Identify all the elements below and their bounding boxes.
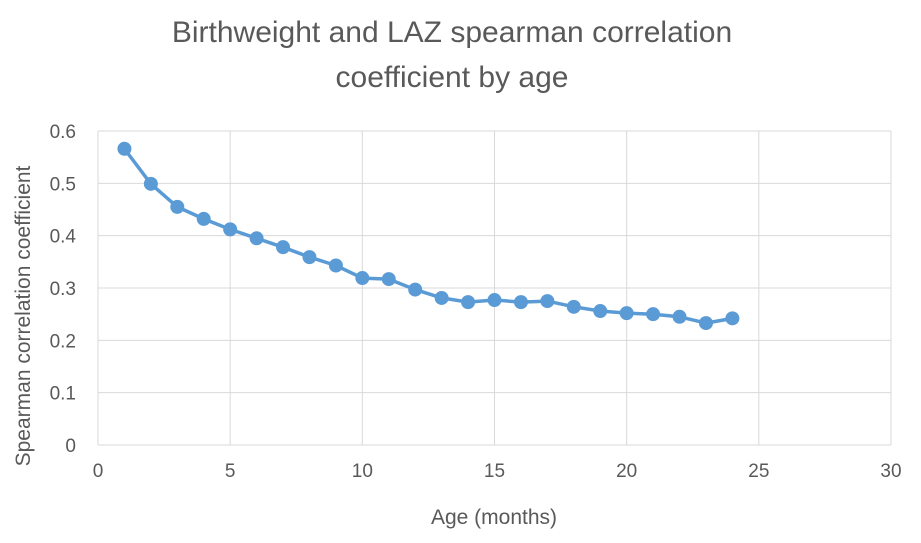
- chart-title-line-1: Birthweight and LAZ spearman correlation: [172, 16, 732, 49]
- y-tick-label: 0.3: [50, 279, 76, 300]
- x-tick-label: 25: [748, 461, 769, 482]
- data-point: [355, 271, 370, 286]
- data-point: [328, 258, 343, 273]
- x-tick-label: 30: [880, 461, 901, 482]
- data-point: [249, 231, 264, 246]
- x-tick-label: 10: [352, 461, 373, 482]
- data-point: [593, 304, 608, 319]
- x-axis-label: Age (months): [431, 506, 557, 529]
- y-axis-label: Spearman correlation coefficient: [12, 165, 35, 466]
- y-tick-label: 0.1: [50, 384, 76, 405]
- grid: [97, 130, 892, 446]
- data-point: [698, 316, 713, 331]
- data-point: [619, 306, 634, 321]
- x-tick-label: 15: [484, 461, 505, 482]
- data-point: [381, 272, 396, 287]
- data-point: [117, 141, 132, 156]
- data-point: [302, 250, 317, 265]
- series-layer: [117, 141, 740, 331]
- data-point: [170, 199, 185, 214]
- data-point: [646, 307, 661, 322]
- y-tick-label: 0.2: [50, 331, 76, 352]
- data-point: [672, 309, 687, 324]
- x-tick-label: 0: [93, 461, 104, 482]
- y-tick-label: 0: [65, 436, 76, 457]
- data-point: [408, 282, 423, 297]
- data-point: [196, 211, 211, 226]
- y-tick-label: 0.4: [50, 227, 77, 248]
- data-point: [223, 222, 238, 237]
- data-point: [461, 295, 476, 310]
- tick-labels: 0 0.1 0.2 0.3 0.4 0.5 0.6 0 5 10 15 20 25 30: [50, 122, 902, 482]
- data-point: [513, 295, 528, 310]
- data-point: [434, 290, 449, 305]
- x-tick-label: 5: [225, 461, 236, 482]
- data-point: [725, 311, 740, 326]
- data-point: [276, 240, 291, 255]
- data-point: [540, 294, 555, 309]
- data-point: [487, 293, 502, 308]
- data-point: [566, 299, 581, 314]
- data-point: [143, 176, 158, 191]
- y-tick-label: 0.6: [50, 122, 76, 143]
- x-tick-label: 20: [616, 461, 637, 482]
- y-tick-label: 0.5: [50, 174, 76, 195]
- chart-title-line-2: coefficient by age: [336, 61, 569, 94]
